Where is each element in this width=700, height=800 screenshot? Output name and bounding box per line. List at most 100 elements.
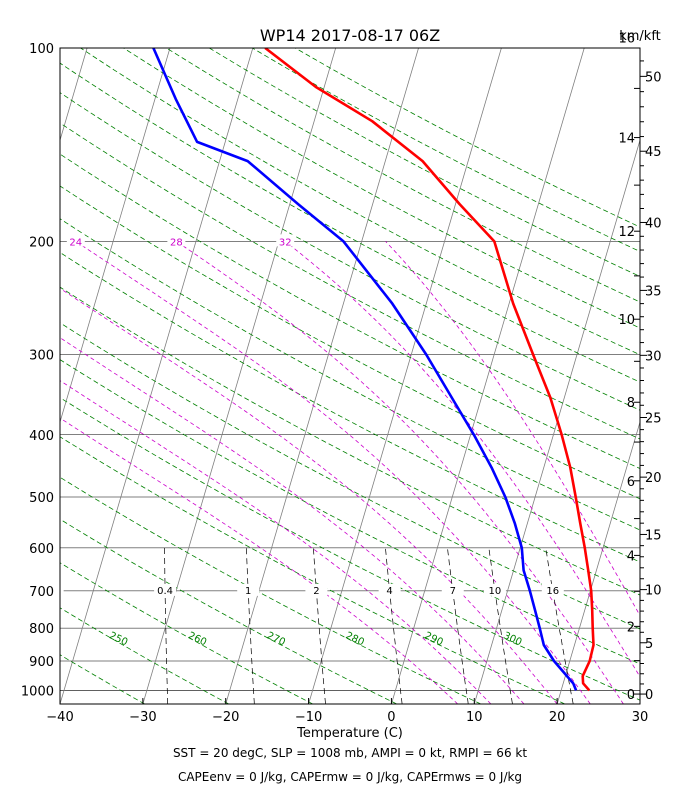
kft-tick-label: 50 xyxy=(645,70,662,85)
isotherm-line xyxy=(60,48,88,142)
y-tick-label: 900 xyxy=(29,655,54,670)
isotherm-line xyxy=(473,138,640,704)
moist-adiabat-line xyxy=(60,417,458,704)
moist-adiabat-label: 24 xyxy=(69,237,82,248)
x-tick-label: 10 xyxy=(466,710,483,725)
x-axis-label: Temperature (C) xyxy=(296,726,403,741)
x-tick-label: −30 xyxy=(129,710,156,725)
kft-tick-label: 15 xyxy=(645,529,662,544)
dry-adiabat-line xyxy=(60,251,640,563)
dry-adiabat-line xyxy=(60,122,640,440)
reference-line-labels: 0.10.41247101625026027028029030081216202… xyxy=(60,234,564,648)
dry-adiabat-line xyxy=(60,518,397,704)
y-tick-label: 100 xyxy=(29,42,54,57)
isotherm-line xyxy=(60,48,171,424)
mixing-ratio-label: 0.4 xyxy=(157,586,173,597)
isotherm-line xyxy=(225,48,419,704)
x-tick-label: 30 xyxy=(632,710,649,725)
mixing-ratio-label-bg xyxy=(483,583,506,596)
dry-adiabat-line xyxy=(60,322,640,630)
moist-adiabat-line xyxy=(60,337,525,704)
km-tick-label: 10 xyxy=(618,313,635,328)
km-tick-label: 14 xyxy=(618,132,635,147)
mixing-ratio-label-bg xyxy=(541,583,564,596)
mixing-ratio-line xyxy=(245,547,255,704)
mixing-ratio-lines xyxy=(164,547,574,704)
x-tick-label: −40 xyxy=(46,710,73,725)
dry-adiabat-line xyxy=(60,286,640,596)
moist-adiabat-label-bg xyxy=(276,234,295,247)
kft-tick-label: 45 xyxy=(645,145,662,160)
moist-adiabat-label: 28 xyxy=(170,237,183,248)
dry-adiabat-line xyxy=(60,218,640,531)
y-tick-label: 800 xyxy=(29,622,54,637)
mixing-ratio-label-bg xyxy=(60,583,64,596)
kft-tick-label: 10 xyxy=(645,584,662,599)
dry-adiabat-line xyxy=(60,562,313,704)
km-tick-label: 8 xyxy=(627,396,635,411)
dry-adiabat-line xyxy=(60,654,145,704)
mixing-ratio-label: 10 xyxy=(489,586,502,597)
kft-tick-label: 35 xyxy=(645,284,662,299)
dry-adiabat-lines xyxy=(60,48,640,704)
km-tick-label: 6 xyxy=(627,475,635,490)
x-tick-label: 20 xyxy=(549,710,566,725)
y-tick-label: 1000 xyxy=(21,684,54,699)
isotherm-line xyxy=(391,48,585,704)
chart-title: WP14 2017-08-17 06Z xyxy=(260,26,440,45)
dry-adiabat-line xyxy=(60,607,229,704)
y-tick-label: 200 xyxy=(29,235,54,250)
dry-adiabat-line xyxy=(60,153,640,469)
profile-series-line xyxy=(152,48,578,691)
mixing-ratio-line xyxy=(545,547,574,704)
info-line-2: CAPEenv = 0 J/kg, CAPErmw = 0 J/kg, CAPE… xyxy=(177,770,523,784)
isotherm-line xyxy=(0,48,4,704)
mixing-ratio-label-bg xyxy=(441,583,464,596)
mixing-ratio-line xyxy=(488,547,513,704)
kft-tick-label: 25 xyxy=(645,412,662,427)
plot-frame xyxy=(59,47,641,705)
y-tick-label: 500 xyxy=(29,491,54,506)
dry-adiabat-label: 260 xyxy=(186,630,208,648)
kft-tick-label: 20 xyxy=(645,471,662,486)
dry-adiabat-line xyxy=(60,185,640,500)
y-tick-label: 600 xyxy=(29,542,54,557)
dry-adiabat-label: 270 xyxy=(265,630,287,648)
moist-adiabat-line xyxy=(284,241,640,678)
dry-adiabat-line xyxy=(209,48,640,277)
dry-adiabat-line xyxy=(60,476,481,704)
y-tick-label: 300 xyxy=(29,349,54,364)
mixing-ratio-label-bg xyxy=(154,583,177,596)
moist-adiabat-label: 32 xyxy=(279,237,292,248)
mixing-ratio-label-bg xyxy=(378,583,401,596)
kft-tick-label: 0 xyxy=(645,688,653,703)
isotherm-line xyxy=(142,48,337,704)
km-tick-label: 16 xyxy=(618,32,635,47)
info-line-1: SST = 20 degC, SLP = 1008 mb, AMPI = 0 k… xyxy=(172,746,528,760)
x-tick-label: −20 xyxy=(212,710,239,725)
mixing-ratio-label: 7 xyxy=(450,586,456,597)
isotherm-line xyxy=(308,48,502,704)
km-tick-label: 4 xyxy=(627,549,635,564)
plot-area: 0.10.41247101625026027028029030081216202… xyxy=(0,48,640,704)
right-axis-label: km/kft xyxy=(619,29,661,44)
moist-adiabat-line xyxy=(176,241,624,704)
mixing-ratio-label: 2 xyxy=(313,586,319,597)
moist-adiabat-label-bg xyxy=(167,234,186,247)
mixing-ratio-label: 1 xyxy=(245,586,251,597)
isotherm-line xyxy=(60,48,254,704)
km-tick-label: 12 xyxy=(618,225,635,240)
mixing-ratio-label: 4 xyxy=(386,586,392,597)
moist-adiabat-line xyxy=(60,287,558,704)
dry-adiabat-line xyxy=(80,48,640,356)
isotherm-lines xyxy=(0,48,640,704)
dry-adiabat-line xyxy=(295,48,640,228)
profile-series-line xyxy=(264,48,595,692)
profile-lines xyxy=(152,48,595,692)
mixing-ratio-label: 16 xyxy=(546,586,559,597)
kft-tick-label: 5 xyxy=(645,637,653,652)
dry-adiabat-line xyxy=(252,48,640,252)
dry-adiabat-line xyxy=(60,397,640,701)
axes: −40 −30 −20 −10 0 10 20 30100200300400500600700… xyxy=(21,32,662,726)
